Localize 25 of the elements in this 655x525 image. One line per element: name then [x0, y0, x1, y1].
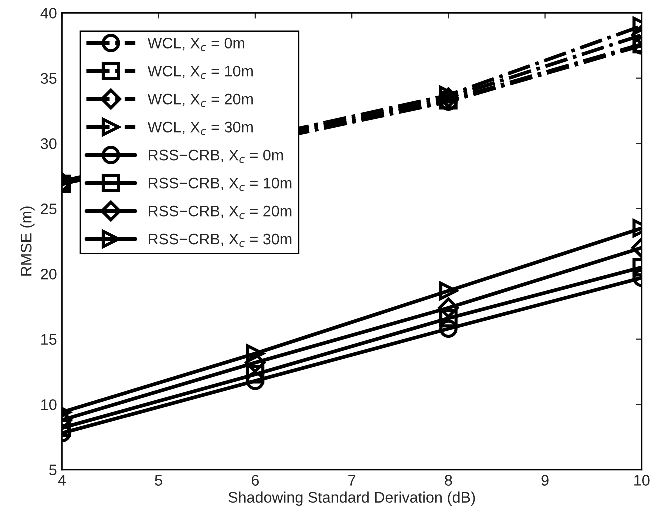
x-tick-label: 5 — [155, 475, 162, 486]
legend-label: WCL, X$_{c}$ = 20m — [148, 94, 253, 108]
legend-label: WCL, X$_{c}$ = 0m — [148, 38, 244, 52]
legend-label: RSS−CRB, X$_{c}$ = 10m — [149, 178, 292, 192]
y-tick-label: 25 — [41, 204, 57, 215]
y-tick-label: 35 — [40, 73, 57, 84]
x-tick-label: 6 — [252, 475, 260, 486]
legend-label: RSS−CRB, X$_{c}$ = 0m — [149, 150, 284, 164]
legend-label: WCL, X$_{c}$ = 10m — [148, 66, 253, 80]
y-tick-label: 40 — [40, 8, 57, 19]
legend-label: WCL, X$_{c}$ = 30m — [148, 122, 253, 136]
y-tick-label: 15 — [42, 334, 57, 346]
y-axis-title: RMSE (m) — [20, 206, 35, 276]
x-tick-label: 9 — [542, 475, 549, 486]
x-tick-label: 4 — [58, 475, 66, 486]
y-tick-label: 20 — [41, 268, 57, 280]
y-tick-label: 30 — [40, 138, 57, 150]
x-axis-title: Shadowing Standard Derivation (dB) — [228, 492, 476, 506]
legend-label: RSS−CRB, X$_{c}$ = 30m — [149, 234, 292, 248]
y-tick-label: 5 — [49, 464, 57, 476]
legend-label: RSS−CRB, X$_{c}$ = 20m — [149, 206, 292, 220]
x-tick-label: 7 — [348, 475, 356, 486]
x-tick-label: 8 — [445, 475, 452, 486]
x-tick-label: 10 — [634, 475, 650, 486]
y-tick-label: 10 — [42, 399, 57, 410]
